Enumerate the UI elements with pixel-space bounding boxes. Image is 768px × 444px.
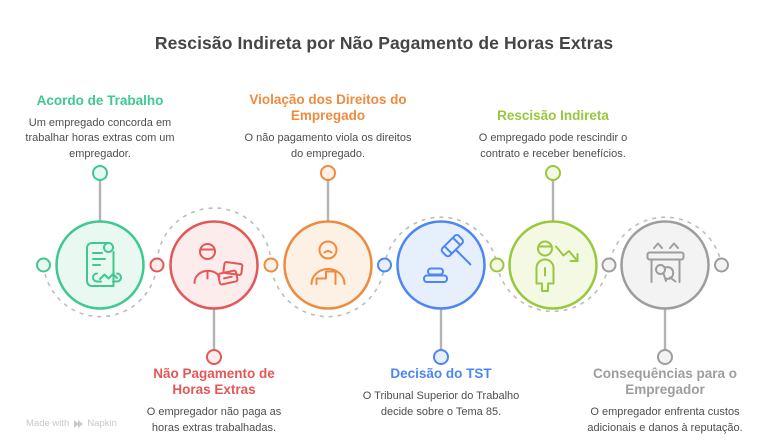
node-title: Violação dos Direitos do Empregado [249,91,407,124]
node-circle-decisao-tst [396,220,486,310]
node-circle-consequencias [620,220,710,310]
node-title: Rescisão Indireta [497,108,609,124]
node-circle-nao-pagamento [169,220,259,310]
connector-dot [545,165,561,181]
connector-dot [149,257,165,273]
node-label-consequencias: Consequências para o Empregador O empreg… [569,366,761,436]
connector-dot [92,165,108,181]
contract-document-handshake-icon [86,242,122,287]
connector-dot [206,349,222,365]
node-circle-violacao [283,220,373,310]
worker-rights-icon [310,240,346,285]
connector-dot [601,257,617,273]
page-title: Rescisão Indireta por Não Pagamento de H… [154,33,614,53]
gavel-icon [423,234,472,283]
node-label-rescisao-indireta: Rescisão Indireta O empregado pode resci… [458,108,648,162]
node-title: Acordo de Trabalho [36,92,164,108]
node-label-acordo-de-trabalho: Acordo de Trabalho Um empregado concorda… [5,93,195,162]
node-description: O empregador enfrenta custos adicionais … [587,406,743,434]
watermark: Made with Napkin [26,418,117,429]
connector-dot [377,257,392,273]
node-title: Não Pagamento de Horas Extras [153,366,275,398]
watermark-brand: Napkin [87,418,117,429]
node-label-nao-pagamento: Não Pagamento de Horas Extras O empregad… [119,366,309,436]
connector-dot [657,349,673,365]
napkin-logo-icon [74,419,84,428]
node-title: Decisão do TST [390,366,492,381]
path-dots [36,257,729,273]
node-description: O empregador não paga as horas extras tr… [146,406,282,434]
connector-dot [263,257,279,273]
connector-dot [714,257,729,273]
node-description: O não pagamento viola os direitos do emp… [244,132,412,160]
node-description: Um empregado concorda em trabalhar horas… [25,116,175,160]
watermark-prefix: Made with [26,418,70,429]
dashed-flow-path [42,207,723,318]
node-label-decisao-tst: Decisão do TST O Tribunal Superior do Tr… [346,366,536,420]
node-description: O empregado pode rescindir o contrato e … [478,132,628,160]
label-rings [92,165,673,365]
connector-dot [36,257,51,273]
connector-dot [489,257,505,273]
node-title: Consequências para o Empregador [592,366,738,398]
node-label-violacao-direitos: Violação dos Direitos do Empregado O não… [233,92,423,162]
connector-dot [320,165,336,181]
connector-dot [433,349,449,365]
person-money-icon [193,243,244,286]
node-description: O Tribunal Superior do Trabalho decide s… [362,390,520,418]
label-connector-lines [98,180,667,350]
person-decline-arrow-icon [535,240,579,292]
collapsed-table-person-icon [646,242,685,283]
